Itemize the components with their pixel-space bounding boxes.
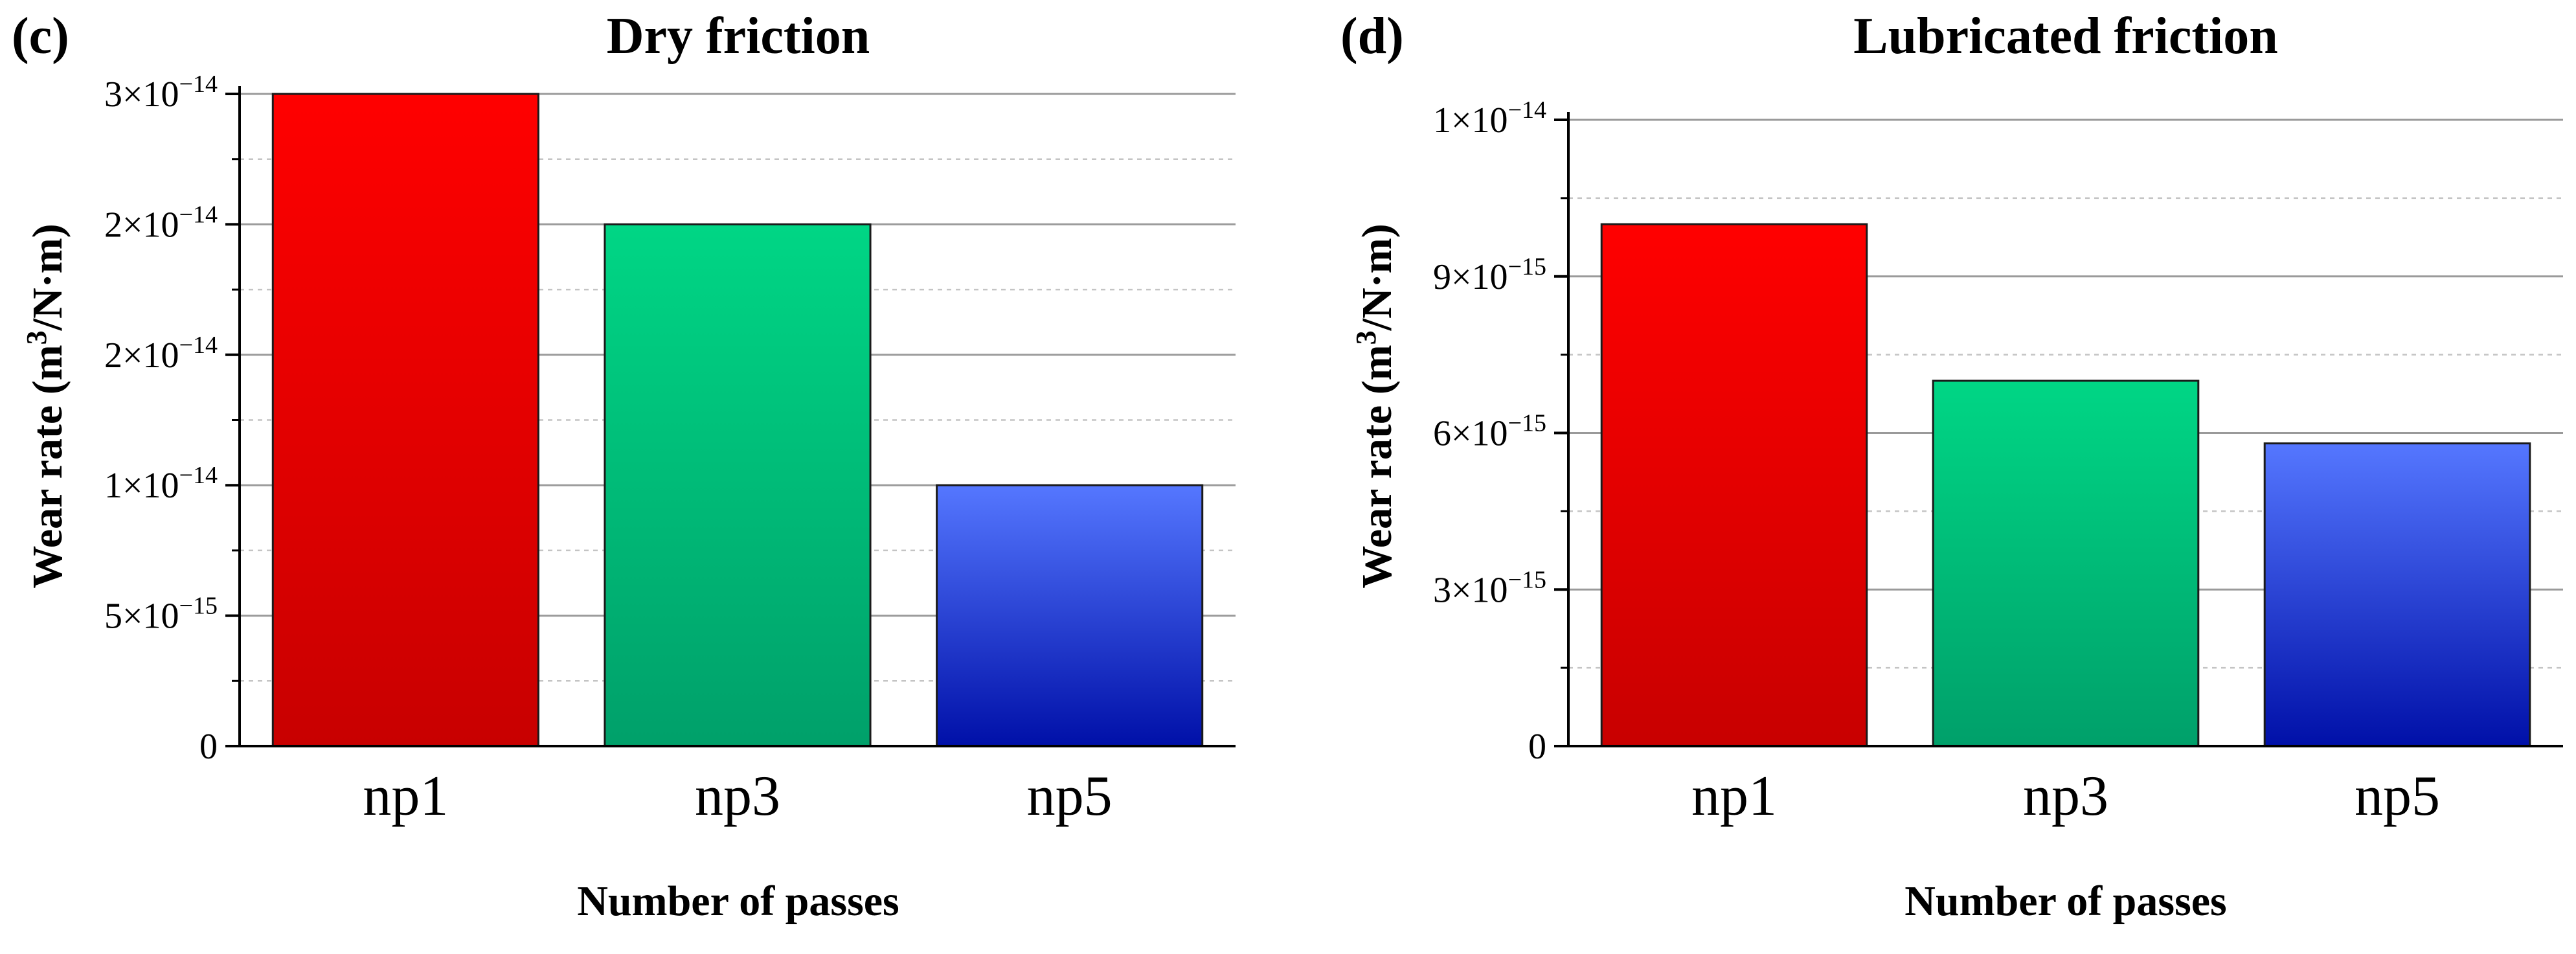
bar-np5 [936, 484, 1204, 747]
category-label: np5 [2355, 765, 2440, 828]
y-tick-label: 3×10−15 [1433, 566, 1546, 610]
x-axis-label: Number of passes [1904, 878, 2226, 925]
bar-np1 [271, 93, 539, 747]
bar-np3 [1932, 380, 2200, 747]
y-axis-label-sup: 3 [21, 330, 52, 345]
axes [1567, 112, 2563, 747]
y-tick-label: 1×10−14 [104, 462, 218, 506]
y-tick-label: 2×10−14 [104, 201, 218, 245]
category-labels: np1 np3 np5 [363, 765, 1112, 828]
chart-panel-dry: (c) Dry friction 0 5×10−15 1×10−14 2×10−14 2… [12, 8, 1236, 925]
y-axis-label-pre: Wear rate (m [24, 345, 71, 588]
y-tick-label: 2×10−14 [104, 332, 218, 376]
category-label: np1 [1691, 765, 1777, 828]
bar-np5 [2263, 442, 2531, 747]
y-tick-label: 1×10−14 [1433, 97, 1546, 141]
chart-title: Dry friction [607, 8, 870, 65]
y-ticks: 0 5×10−15 1×10−14 2×10−14 2×10−14 3×10−14 [104, 71, 240, 767]
bars [1600, 223, 2531, 747]
category-label: np1 [363, 765, 448, 828]
y-tick-label: 5×10−15 [104, 593, 218, 637]
x-axis-label: Number of passes [577, 878, 899, 925]
y-ticks: 0 3×10−15 6×10−15 9×10−15 1×10−14 [1433, 97, 1568, 767]
axes [238, 86, 1236, 747]
bar-np3 [604, 223, 872, 747]
y-tick-label: 0 [1528, 727, 1546, 767]
panel-label: (d) [1340, 8, 1404, 65]
category-label: np3 [2023, 765, 2108, 828]
category-label: np5 [1027, 765, 1113, 828]
category-label: np3 [695, 765, 780, 828]
panel-label: (c) [12, 8, 69, 65]
chart-title: Lubricated friction [1853, 8, 2277, 65]
category-labels: np1 np3 np5 [1691, 765, 2440, 828]
y-tick-label: 6×10−15 [1433, 410, 1546, 454]
y-tick-label: 0 [199, 727, 218, 767]
chart-panel-lubricated: (d) Lubricated friction 0 3×10−15 6×10−15 9… [1340, 8, 2563, 925]
bars [271, 93, 1204, 747]
bar-np1 [1600, 223, 1868, 747]
y-axis-label: Wear rate (m3/N·m) [1350, 223, 1401, 588]
y-axis-label-post: /N·m) [1353, 223, 1401, 331]
y-axis-label-pre: Wear rate (m [1353, 345, 1401, 588]
y-axis-label: Wear rate (m3/N·m) [21, 223, 71, 588]
y-axis-label-post: /N·m) [24, 223, 71, 331]
y-tick-label: 3×10−14 [104, 71, 218, 115]
y-axis-label-sup: 3 [1350, 330, 1382, 345]
y-tick-label: 9×10−15 [1433, 253, 1546, 297]
